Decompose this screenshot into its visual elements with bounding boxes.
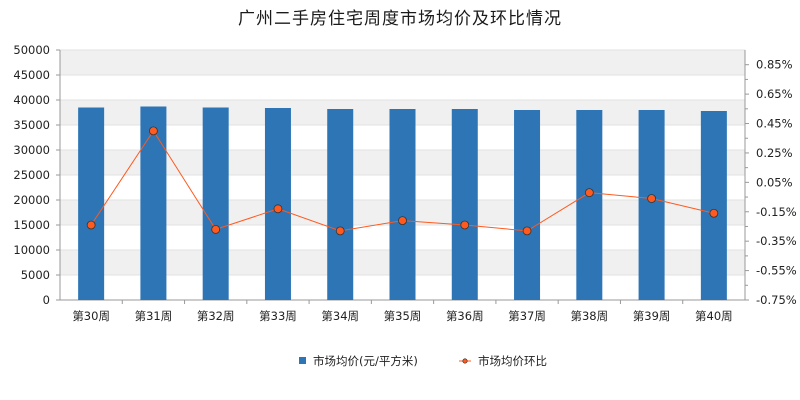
x-axis-ticks: 第30周 第31周 第32周 第33周 第34周 第35周 第36周 第37周 第38周 第39周… bbox=[72, 300, 733, 323]
bar-series bbox=[78, 106, 727, 300]
chart-title: 广州二手房住宅周度市场均价及环比情况 bbox=[238, 9, 562, 29]
x-tick-label: 第32周 bbox=[197, 309, 235, 323]
right-tick-label: -0.75% bbox=[756, 293, 797, 307]
line-point bbox=[522, 226, 532, 236]
x-tick-label: 第36周 bbox=[446, 309, 484, 323]
left-tick-label: 5000 bbox=[21, 268, 50, 282]
line-point bbox=[584, 188, 594, 198]
right-tick-label: 0.05% bbox=[756, 175, 793, 189]
x-tick-label: 第31周 bbox=[135, 309, 173, 323]
bar bbox=[78, 107, 105, 300]
right-tick-label: 0.45% bbox=[756, 117, 793, 131]
left-tick-label: 50000 bbox=[13, 43, 50, 57]
line-point bbox=[86, 220, 96, 230]
bar bbox=[327, 109, 354, 300]
line-point bbox=[398, 216, 407, 225]
left-tick-label: 20000 bbox=[13, 193, 50, 207]
x-tick-label: 第33周 bbox=[259, 309, 297, 323]
x-tick-label: 第40周 bbox=[695, 309, 733, 323]
bar bbox=[576, 110, 603, 300]
left-tick-label: 35000 bbox=[13, 118, 50, 132]
bar bbox=[638, 110, 665, 300]
bar bbox=[451, 109, 478, 300]
right-tick-label: -0.55% bbox=[756, 264, 797, 278]
left-tick-label: 30000 bbox=[13, 143, 50, 157]
left-tick-label: 10000 bbox=[13, 243, 50, 257]
bar bbox=[140, 106, 167, 300]
x-tick-label: 第35周 bbox=[384, 309, 422, 323]
left-tick-label: 40000 bbox=[13, 93, 50, 107]
bar bbox=[202, 107, 229, 300]
legend-label-bar: 市场均价(元/平方米) bbox=[313, 354, 418, 368]
x-tick-label: 第34周 bbox=[321, 309, 359, 323]
left-tick-label: 45000 bbox=[13, 68, 50, 82]
right-tick-label: 0.65% bbox=[756, 87, 793, 101]
left-axis-ticks: 0 5000 10000 15000 20000 25000 30000 35000 40000… bbox=[13, 43, 60, 307]
bar bbox=[514, 110, 541, 300]
line-series bbox=[86, 126, 719, 236]
line-point bbox=[273, 204, 283, 214]
line-point bbox=[647, 194, 656, 203]
bar bbox=[700, 111, 727, 300]
bar bbox=[264, 108, 291, 300]
line-point bbox=[709, 208, 719, 218]
right-tick-label: 0.25% bbox=[756, 146, 793, 160]
left-tick-label: 15000 bbox=[13, 218, 50, 232]
line-point bbox=[460, 220, 470, 230]
legend-swatch-bar bbox=[299, 357, 306, 364]
x-tick-label: 第37周 bbox=[508, 309, 546, 323]
bar bbox=[389, 109, 416, 300]
right-tick-label: 0.85% bbox=[756, 58, 793, 72]
right-axis-ticks: -0.75% -0.55% -0.35% -0.15% 0.05% 0.25% 0.45% 0… bbox=[745, 58, 797, 307]
right-tick-label: -0.35% bbox=[756, 234, 797, 248]
legend-label-line: 市场均价环比 bbox=[478, 354, 547, 368]
line-point bbox=[211, 225, 221, 234]
left-tick-label: 25000 bbox=[13, 168, 50, 182]
grid-band bbox=[60, 50, 745, 75]
x-tick-label: 第39周 bbox=[633, 309, 671, 323]
right-tick-label: -0.15% bbox=[756, 205, 797, 219]
x-tick-label: 第30周 bbox=[72, 309, 110, 323]
legend-swatch-marker bbox=[462, 358, 468, 364]
left-tick-label: 0 bbox=[43, 293, 50, 307]
line-point bbox=[149, 126, 158, 136]
legend: 市场均价(元/平方米) 市场均价环比 bbox=[299, 354, 547, 368]
line-point bbox=[335, 226, 345, 236]
x-tick-label: 第38周 bbox=[570, 309, 608, 323]
